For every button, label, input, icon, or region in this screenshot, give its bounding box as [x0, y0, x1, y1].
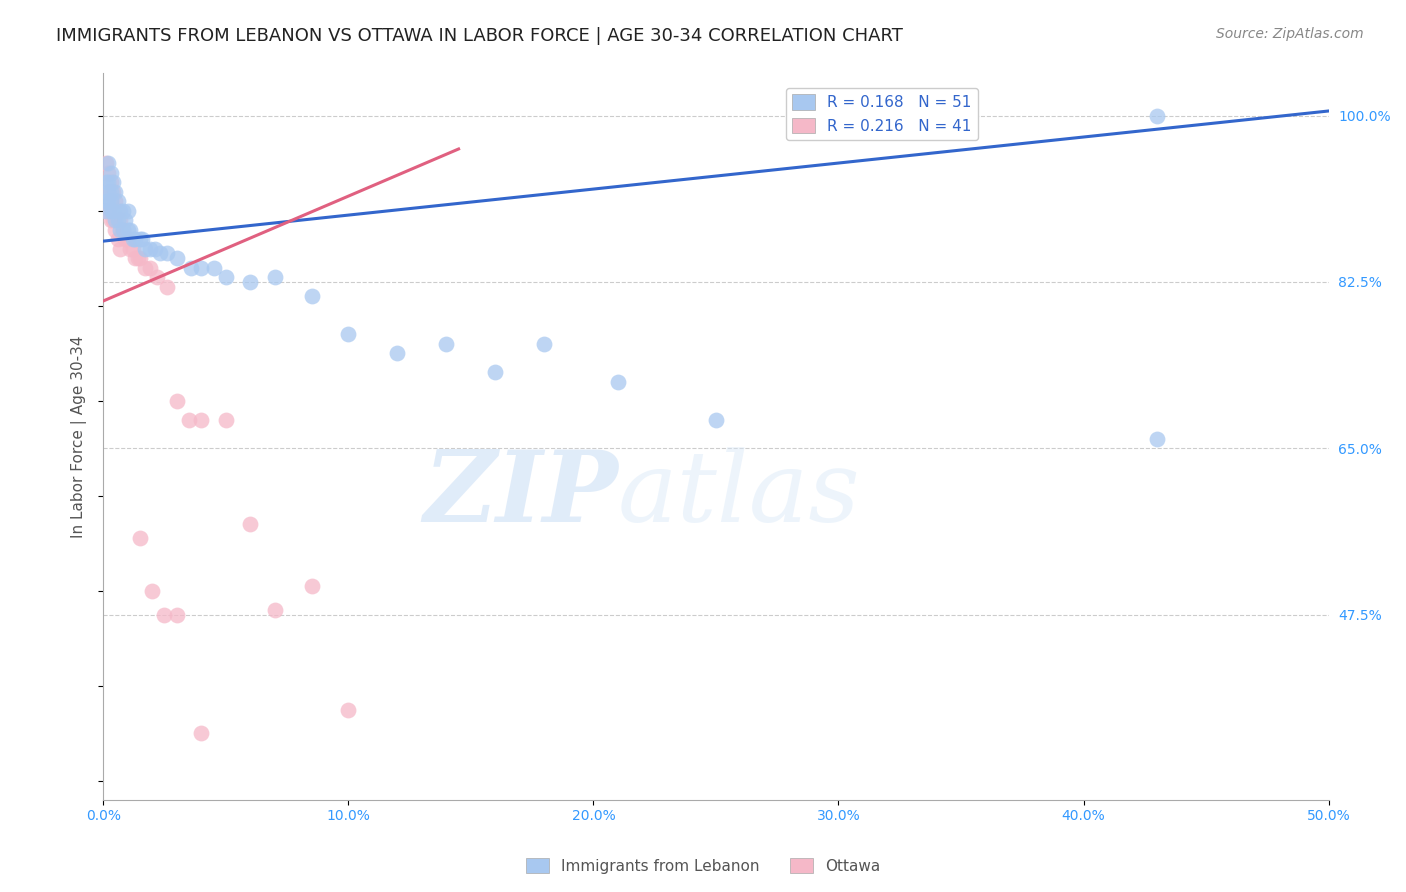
Point [190, 260, 212, 275]
Point [127, 252, 149, 266]
Point [124, 252, 146, 266]
Point [111, 203, 134, 218]
Point [434, 336, 457, 351]
Point [146, 270, 169, 285]
Point [139, 260, 162, 275]
Point [149, 246, 172, 260]
Point [101, 185, 124, 199]
Point [129, 232, 152, 246]
Point [120, 223, 142, 237]
Point [606, 375, 628, 389]
Y-axis label: In Labor Force | Age 30-34: In Labor Force | Age 30-34 [72, 335, 87, 538]
Point [107, 203, 129, 218]
Point [100, 194, 122, 209]
Point [202, 260, 225, 275]
Point [111, 223, 134, 237]
Point [104, 194, 127, 209]
Point [94, 156, 117, 170]
Point [1146, 432, 1168, 446]
Point [104, 213, 127, 227]
Point [120, 242, 142, 256]
Point [100, 213, 122, 227]
Point [94, 203, 117, 218]
Point [239, 275, 262, 289]
Point [97, 203, 120, 218]
Point [100, 175, 122, 189]
Point [337, 702, 360, 716]
Point [484, 365, 506, 379]
Point [107, 213, 129, 227]
Point [156, 246, 179, 260]
Point [110, 223, 132, 237]
Point [110, 213, 132, 227]
Point [166, 607, 188, 622]
Point [114, 213, 136, 227]
Point [166, 252, 188, 266]
Point [100, 166, 122, 180]
Point [97, 185, 120, 199]
Text: atlas: atlas [617, 447, 860, 542]
Point [301, 289, 323, 303]
Point [239, 517, 262, 532]
Point [301, 579, 323, 593]
Point [180, 260, 202, 275]
Legend: Immigrants from Lebanon, Ottawa: Immigrants from Lebanon, Ottawa [520, 852, 886, 880]
Legend: R = 0.168   N = 51, R = 0.216   N = 41: R = 0.168 N = 51, R = 0.216 N = 41 [786, 88, 979, 140]
Point [114, 232, 136, 246]
Point [94, 203, 117, 218]
Point [215, 270, 238, 285]
Point [117, 232, 139, 246]
Point [121, 242, 143, 256]
Point [129, 532, 152, 546]
Point [153, 607, 176, 622]
Point [110, 242, 132, 256]
Point [100, 185, 122, 199]
Text: ZIP: ZIP [423, 446, 617, 542]
Point [101, 213, 124, 227]
Point [704, 413, 727, 427]
Point [143, 242, 166, 256]
Point [263, 270, 285, 285]
Point [101, 175, 124, 189]
Point [134, 242, 156, 256]
Point [111, 223, 134, 237]
Point [100, 194, 122, 209]
Point [104, 185, 127, 199]
Point [129, 252, 152, 266]
Point [141, 583, 163, 598]
Point [124, 232, 146, 246]
Point [97, 194, 120, 209]
Point [215, 413, 238, 427]
Point [263, 603, 285, 617]
Point [134, 260, 156, 275]
Point [166, 393, 188, 408]
Text: IMMIGRANTS FROM LEBANON VS OTTAWA IN LABOR FORCE | AGE 30-34 CORRELATION CHART: IMMIGRANTS FROM LEBANON VS OTTAWA IN LAB… [56, 27, 903, 45]
Point [190, 413, 212, 427]
Point [97, 166, 120, 180]
Point [110, 203, 132, 218]
Point [1146, 109, 1168, 123]
Point [121, 232, 143, 246]
Point [117, 223, 139, 237]
Point [107, 232, 129, 246]
Point [94, 175, 117, 189]
Point [387, 346, 409, 360]
Point [97, 156, 120, 170]
Point [156, 279, 179, 293]
Point [104, 223, 127, 237]
Point [101, 203, 124, 218]
Point [100, 203, 122, 218]
Point [94, 194, 117, 209]
Point [97, 175, 120, 189]
Text: Source: ZipAtlas.com: Source: ZipAtlas.com [1216, 27, 1364, 41]
Point [131, 232, 153, 246]
Point [139, 242, 162, 256]
Point [107, 194, 129, 209]
Point [117, 203, 139, 218]
Point [97, 185, 120, 199]
Point [337, 327, 360, 342]
Point [177, 413, 200, 427]
Point [533, 336, 555, 351]
Point [190, 726, 212, 740]
